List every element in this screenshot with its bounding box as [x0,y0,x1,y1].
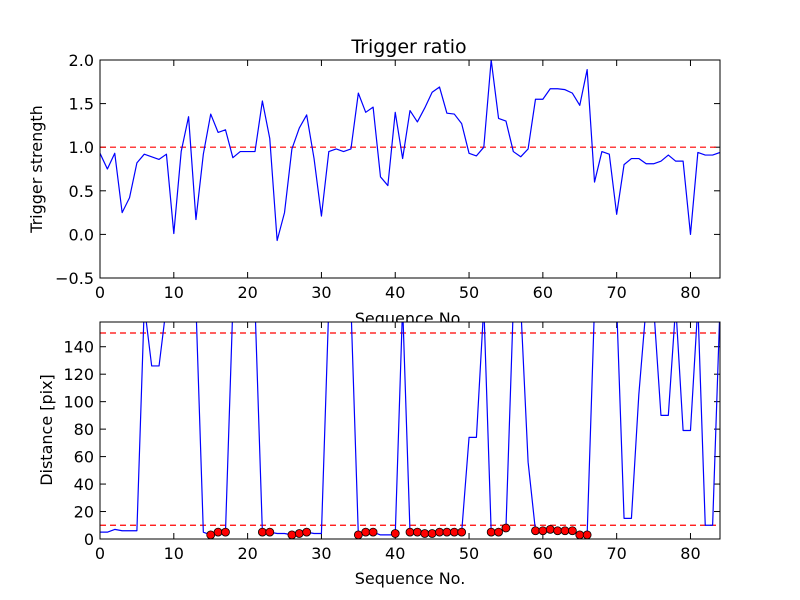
top-chart: 0 10 20 30 40 50 60 70 80−0.50.00.51.01.52.0 Seq… [27,51,721,328]
top-chart-y-tick-label: 1.5 [69,95,94,114]
bottom-chart-data-point [553,526,563,536]
top-chart-ticks: 0 10 20 30 40 50 60 70 80 −0.5 0.0 0.5 1.0 1.5 2.0 [55,51,720,302]
bottom-chart-data-point [265,527,275,537]
bottom-chart-data-point [361,527,371,537]
top-chart-frame [99,59,721,279]
bottom-chart-y-tick-label: 40 [74,475,94,494]
bottom-chart-data-point [213,527,223,537]
bottom-chart-data-point [390,529,400,538]
bottom-chart-x-tick-label: 10 [164,544,184,563]
top-chart-y-tick-label: 0.0 [69,225,94,244]
top-chart-x-tick-label: 60 [533,283,553,302]
top-chart-x-tick-label: 30 [311,283,331,302]
bottom-chart-y-tick-label: 60 [74,448,94,467]
bottom-chart-data-point [531,526,540,536]
top-chart-y-tick-label: −0.5 [55,269,94,288]
bottom-chart-data-point [560,526,570,536]
bottom-chart-x-tick-label: 30 [311,544,331,563]
bottom-chart-x-tick-label: 80 [680,544,700,563]
bottom-chart-data-point [494,527,503,537]
top-chart-x-tick-label: 50 [459,283,479,302]
top-chart-plot-area [100,60,720,278]
top-chart-x-tick-label: 70 [606,283,626,302]
bottom-chart-data-point [486,527,496,537]
top-chart-x-tick-label: 10 [164,283,184,302]
bottom-chart-data-point [294,529,304,538]
bottom-chart-data-point [575,530,585,539]
bottom-chart-data-point [582,530,592,539]
bottom-chart-x-tick-label: 20 [237,544,257,563]
bottom-chart-ticks: 0 10 20 30 40 50 60 70 80 0 20 40 60 80 100 120 140 [63,322,720,563]
bottom-chart-x-tick-label: 0 [95,544,105,563]
top-chart-y-tick-label: 2.0 [69,51,94,70]
bottom-chart-y-tick-label: 0 [84,530,94,549]
bottom-chart-data-point [567,526,577,536]
bottom-chart-data-point [257,527,267,537]
top-chart-y-tick-label: 1.0 [69,138,94,157]
bottom-chart-y-tick-label: 100 [63,393,94,412]
top-chart-y-axis-label: Trigger strength [27,105,46,234]
bottom-chart-data-point [302,527,312,537]
bottom-chart-data-point [405,527,415,537]
bottom-chart-y-tick-label: 140 [63,338,94,357]
bottom-chart-data-point [287,530,297,539]
top-chart-x-tick-label: 80 [680,283,700,302]
bottom-chart-data-point [206,530,216,539]
top-chart-x-tick-label: 20 [237,283,257,302]
bottom-chart-x-tick-label: 70 [606,544,626,563]
bottom-chart-frame [99,321,721,540]
bottom-chart-data-point [457,527,467,537]
bottom-chart-data-point [449,527,459,537]
top-chart-x-tick-label: 0 [95,283,105,302]
bottom-chart-data-point [538,526,548,536]
bottom-chart-data-point [435,527,444,537]
bottom-chart-data-point [412,527,422,537]
bottom-chart-x-tick-label: 50 [459,544,479,563]
top-chart-y-tick-label: 0.5 [69,182,94,201]
bottom-chart-data-point [368,527,378,537]
bottom-chart-data-point [221,527,230,537]
top-chart-series-line [100,60,720,242]
bottom-chart: 0 10 20 30 40 50 60 70 80 0 20 40 60 80 100 120 140 Sequ… [37,321,721,588]
top-chart-title: Trigger ratio [350,36,466,58]
bottom-chart-y-tick-label: 20 [74,503,94,522]
bottom-chart-data-point [442,527,452,537]
bottom-chart-plot-area [100,322,720,539]
bottom-chart-y-tick-label: 80 [74,420,94,439]
bottom-chart-data-point [420,529,430,538]
bottom-chart-x-axis-label: Sequence No. [355,569,466,588]
top-chart-series [100,60,720,242]
bottom-chart-y-tick-label: 120 [63,365,94,384]
bottom-chart-data-point [545,524,555,534]
bottom-chart-y-axis-label: Distance [pix] [37,374,56,486]
bottom-chart-data-point [427,529,437,538]
top-chart-x-tick-label: 40 [385,283,405,302]
bottom-chart-x-tick-label: 40 [385,544,405,563]
bottom-chart-data-point [353,530,363,539]
bottom-chart-data-point [501,523,511,533]
bottom-chart-x-tick-label: 60 [533,544,553,563]
